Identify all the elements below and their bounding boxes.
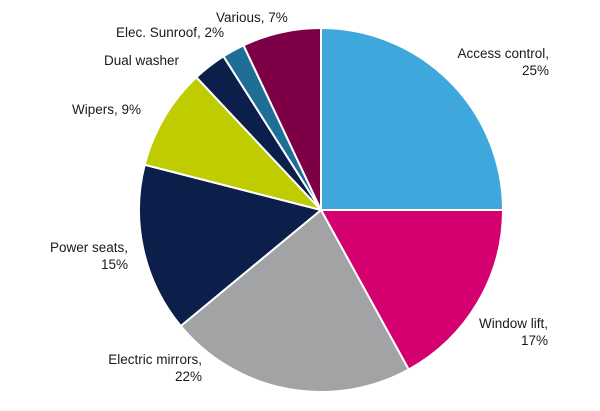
pie-label-line: 22% <box>175 369 202 384</box>
pie-label-line: 15% <box>101 257 128 272</box>
pie-slice-wipers <box>143 76 322 211</box>
pie-label-line: Window lift, <box>479 316 548 331</box>
pie-slice-window-lift <box>320 209 504 371</box>
pie-label-line: Access control, <box>457 46 549 61</box>
pie-label-line: Elec. Sunroof, 2% <box>116 25 224 40</box>
pie-slices <box>138 27 504 393</box>
pie-slice-electric-mirrors <box>179 209 410 393</box>
pie-label-wipers: Wipers, 9% <box>72 102 141 117</box>
pie-label-line: Dual washer <box>104 53 180 68</box>
pie-label-line: Various, 7% <box>216 10 288 25</box>
pie-label-line: 25% <box>522 63 549 78</box>
pie-label-electric-mirrors: Electric mirrors, 22% <box>108 352 202 384</box>
pie-label-power-seats: Power seats, 15% <box>50 240 128 272</box>
pie-labels: Access control, 25% Window lift, 17% Electri… <box>50 10 549 384</box>
pie-label-elec-sunroof: Elec. Sunroof, 2% <box>116 25 224 40</box>
pie-slice-various <box>242 27 322 211</box>
pie-label-line: 17% <box>521 333 548 348</box>
pie-label-dual-washer: Dual washer <box>104 53 180 68</box>
pie-label-line: Wipers, 9% <box>72 102 141 117</box>
pie-label-window-lift: Window lift, 17% <box>479 316 548 348</box>
pie-slice-power-seats <box>138 163 322 328</box>
pie-label-line: Power seats, <box>50 240 128 255</box>
pie-label-access-control: Access control, 25% <box>457 46 549 78</box>
pie-slice-access-control <box>320 27 504 211</box>
pie-label-various: Various, 7% <box>216 10 288 25</box>
pie-label-line: Electric mirrors, <box>108 352 202 367</box>
